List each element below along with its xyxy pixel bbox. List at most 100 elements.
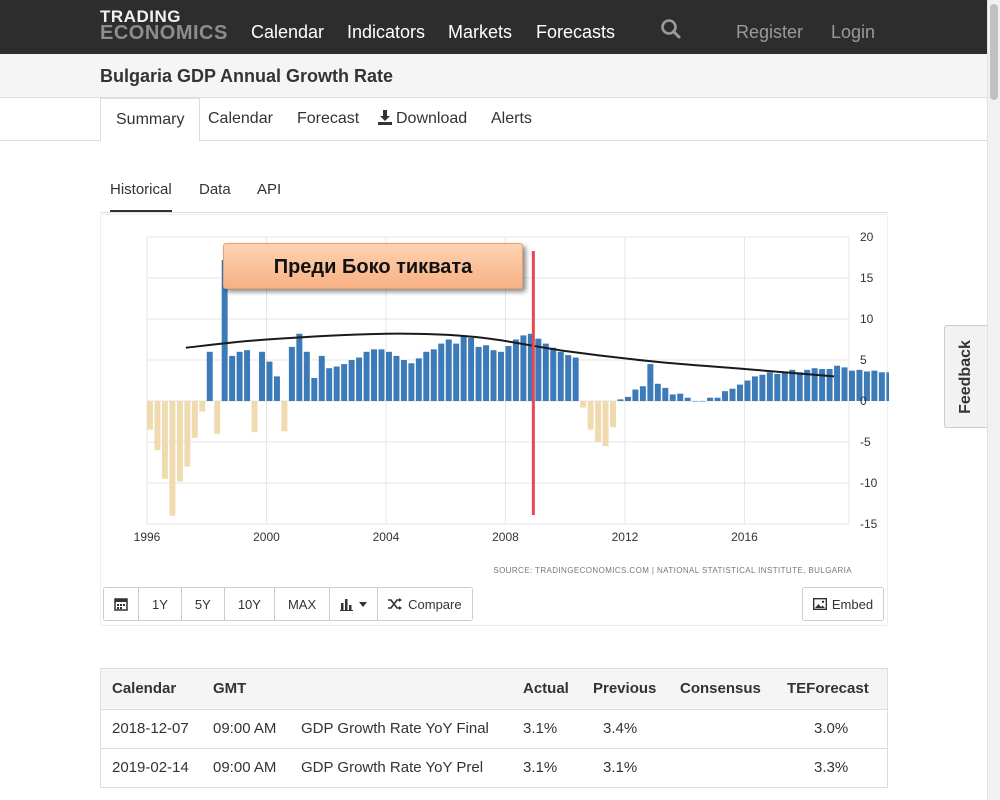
feedback-tab[interactable]: Feedback <box>944 325 987 428</box>
bar <box>229 355 236 401</box>
bar <box>385 351 392 401</box>
bar <box>729 388 736 401</box>
bar <box>221 259 228 401</box>
bar <box>759 374 766 401</box>
nav-indicators[interactable]: Indicators <box>347 22 426 42</box>
bar <box>483 345 490 401</box>
calendar-button[interactable] <box>104 588 139 620</box>
bar <box>878 372 885 401</box>
cell-consensus <box>669 748 776 787</box>
nav-forecasts[interactable]: Forecasts <box>536 22 616 42</box>
subtab-data[interactable]: Data <box>199 181 231 198</box>
tab-forecast[interactable]: Forecast <box>297 110 360 127</box>
subtab-api[interactable]: API <box>257 181 282 198</box>
col-gmt: GMT <box>213 680 247 698</box>
bar-chart-icon <box>340 598 354 611</box>
tab-calendar[interactable]: Calendar <box>208 110 273 127</box>
chart-toolbar: 1Y 5Y 10Y MAX Compare <box>103 587 473 621</box>
col-calendar: Calendar <box>112 680 177 698</box>
y-tick-label: -15 <box>860 517 878 531</box>
bar <box>610 401 616 428</box>
bar <box>475 346 482 401</box>
x-tick-label: 1996 <box>134 530 161 544</box>
bar <box>550 347 557 401</box>
cell-previous: 3.4% <box>603 720 638 737</box>
bar <box>259 351 265 401</box>
bar <box>886 372 889 401</box>
cell-consensus <box>669 709 776 748</box>
bar <box>348 360 355 401</box>
bar <box>624 396 631 401</box>
bar <box>199 401 206 412</box>
main-tabs: Summary Calendar Forecast Download Alert… <box>0 98 987 142</box>
bar <box>490 350 497 401</box>
compare-button[interactable]: Compare <box>378 588 472 620</box>
table-row[interactable]: 2018-12-07 09:00 AM GDP Growth Rate YoY … <box>101 709 887 748</box>
bar <box>161 401 168 479</box>
bar <box>408 363 415 401</box>
bar <box>617 399 624 401</box>
range-max-button[interactable]: MAX <box>274 588 331 620</box>
embed-button[interactable]: Embed <box>802 587 884 621</box>
bar <box>512 339 519 401</box>
bar <box>356 357 363 401</box>
x-tick-label: 2004 <box>373 530 400 544</box>
bar <box>438 343 445 401</box>
bar <box>863 371 870 401</box>
bar <box>527 333 534 401</box>
bar <box>677 393 684 401</box>
bar <box>430 349 437 401</box>
cell-time: 09:00 AM <box>213 720 277 737</box>
bar <box>288 346 295 401</box>
nav-calendar[interactable]: Calendar <box>251 22 325 42</box>
nav-markets[interactable]: Markets <box>448 22 513 42</box>
bar <box>341 364 348 401</box>
bar <box>460 335 467 401</box>
range-1y-button[interactable]: 1Y <box>139 588 182 620</box>
bar <box>826 369 833 401</box>
search-icon[interactable] <box>660 18 682 40</box>
x-tick-label: 2008 <box>492 530 519 544</box>
col-consensus: Consensus <box>680 680 761 698</box>
bar <box>736 384 743 401</box>
bar <box>273 376 280 401</box>
cell-event[interactable]: GDP Growth Rate YoY Prel <box>301 759 484 777</box>
bar <box>244 350 251 401</box>
bar <box>580 401 587 408</box>
cell-actual: 3.1% <box>523 720 558 737</box>
register-link[interactable]: Register <box>736 22 804 42</box>
bar <box>557 351 564 401</box>
y-tick-label: -10 <box>860 476 878 490</box>
y-tick-label: 20 <box>860 230 874 244</box>
tab-alerts[interactable]: Alerts <box>491 110 532 127</box>
bar <box>296 333 303 401</box>
subtab-historical[interactable]: Historical <box>110 181 172 212</box>
trend-line <box>185 332 835 378</box>
bar <box>751 376 758 401</box>
chart-type-button[interactable] <box>330 588 379 620</box>
bar <box>572 357 579 401</box>
bar <box>393 355 400 401</box>
bar <box>266 361 273 401</box>
top-navbar: TRADING ECONOMICS Calendar Indicators Ma… <box>0 0 987 54</box>
cell-date: 2018-12-07 <box>112 720 189 737</box>
scrollbar-thumb[interactable] <box>990 4 998 100</box>
bar <box>206 351 213 401</box>
bar <box>714 397 721 401</box>
y-tick-label: 0 <box>860 394 867 408</box>
login-link[interactable]: Login <box>831 22 876 42</box>
site-logo[interactable]: TRADING ECONOMICS <box>100 7 228 45</box>
tab-summary[interactable]: Summary <box>100 98 201 142</box>
range-5y-button[interactable]: 5Y <box>181 588 225 620</box>
page-scrollbar[interactable] <box>987 0 1000 800</box>
bar <box>781 371 788 401</box>
range-10y-button[interactable]: 10Y <box>224 588 275 620</box>
tab-download[interactable]: Download <box>378 110 467 128</box>
cell-actual: 3.1% <box>523 759 558 777</box>
table-row[interactable]: 2019-02-14 09:00 AM GDP Growth Rate YoY … <box>101 748 887 787</box>
col-event <box>290 669 512 709</box>
x-tick-label: 2016 <box>731 530 758 544</box>
cell-event[interactable]: GDP Growth Rate YoY Final <box>301 720 489 737</box>
calendar-icon <box>114 598 128 611</box>
chart-container: 20 15 10 5 0 -5 -10 -15 1996 2000 2004 2008 2012 201… <box>100 214 889 626</box>
